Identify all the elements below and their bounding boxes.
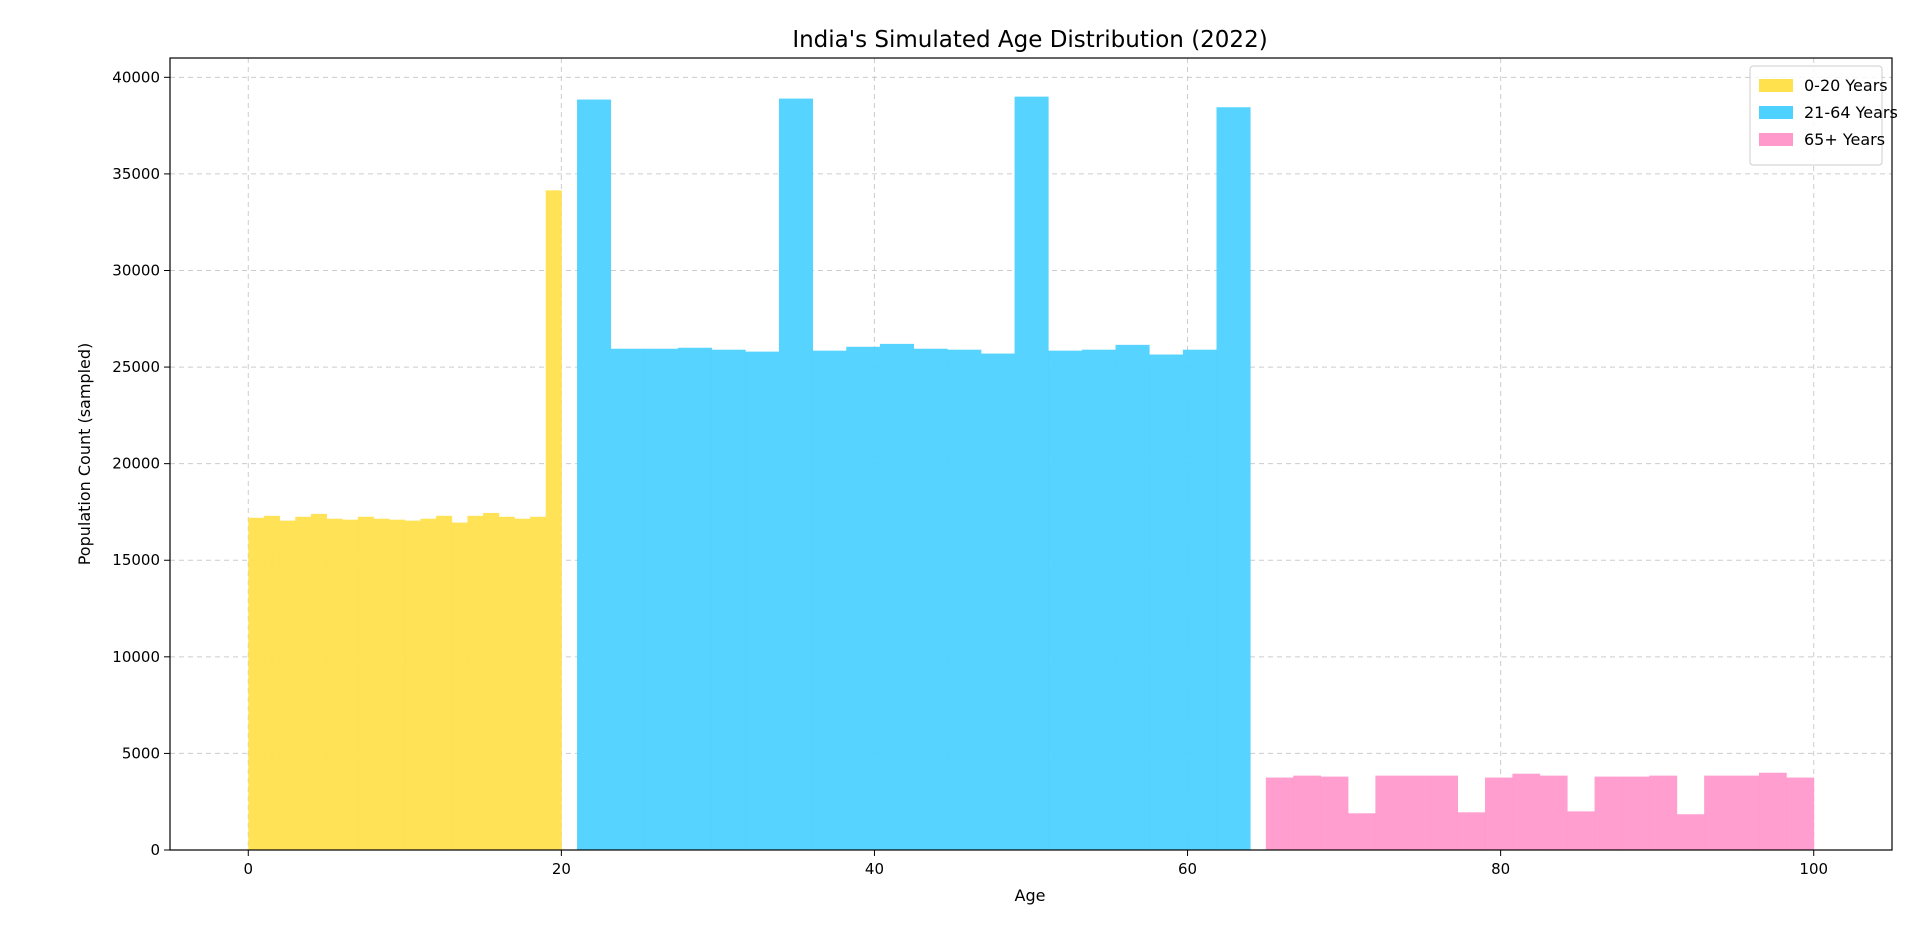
bar-series-1 [778,98,814,850]
bar-series-2 [1293,775,1322,850]
bar-series-2 [1731,775,1760,850]
bar-series-2 [1649,775,1678,850]
legend: 0-20 Years 21-64 Years 65+ Years [1749,65,1898,166]
y-tick-label: 25000 [112,358,160,376]
bar-series-2 [1402,775,1431,850]
x-tick-label: 100 [1799,860,1828,878]
bar-series-2 [1484,777,1513,850]
bar-series-0 [483,512,500,850]
bar-series-2 [1457,812,1486,850]
y-tick-label: 5000 [122,744,160,762]
legend-swatch [1759,133,1793,146]
bar-series-1 [745,351,780,850]
bar-series-0 [342,519,359,850]
y-tick-label: 0 [150,841,160,859]
bar-series-2 [1375,775,1404,850]
bar-series-2 [1348,813,1376,850]
bar-series-1 [846,346,881,850]
x-tick-label: 80 [1491,860,1510,878]
chart-title: India's Simulated Age Distribution (2022… [792,27,1267,53]
bar-series-0 [248,517,265,850]
x-tick-label: 60 [1178,860,1197,878]
legend-label: 21-64 Years [1804,103,1898,122]
x-tick-label: 40 [865,860,884,878]
y-tick-label: 40000 [112,68,160,86]
bar-series-0 [295,516,312,850]
bar-series-0 [530,516,547,850]
bar-series-1 [1081,349,1116,850]
x-axis-ticks: 0 20 40 60 80 100 [243,850,1828,878]
legend-label: 0-20 Years [1804,76,1888,95]
bar-series-1 [879,343,914,850]
bar-series-2 [1704,775,1732,850]
y-tick-label: 30000 [112,261,160,279]
y-tick-label: 15000 [112,551,160,569]
legend-swatch [1759,106,1793,119]
bar-series-0 [545,190,562,850]
x-tick-label: 0 [243,860,253,878]
bar-series-2 [1621,776,1650,850]
bar-series-0 [279,520,296,850]
x-axis-label: Age [1015,886,1046,905]
plot-frame [169,57,1893,851]
bar-series-1 [644,348,679,850]
bar-series-2 [1567,811,1595,850]
bar-series-2 [1594,776,1623,850]
bar-series-0 [514,518,531,850]
legend-label: 65+ Years [1804,130,1885,149]
bar-series-0 [326,518,343,850]
bar-series-0 [420,518,437,850]
bar-series-0 [373,518,390,850]
bar-series-1 [677,347,713,850]
x-tick-label: 20 [552,860,571,878]
histogram-bars [248,96,1815,850]
bar-series-2 [1786,777,1815,850]
y-tick-label: 20000 [112,455,160,473]
bar-series-1 [1115,344,1150,850]
bar-series-1 [1014,96,1049,850]
bar-series-0 [310,513,327,850]
bar-series-0 [451,522,468,850]
bar-series-2 [1758,772,1787,850]
bar-series-0 [389,519,406,850]
bar-series-1 [711,349,746,850]
bar-series-1 [1216,107,1251,850]
bar-series-0 [357,516,374,850]
bar-series-1 [577,99,612,850]
bar-series-0 [467,515,484,850]
bar-series-0 [404,520,421,850]
bar-series-2 [1676,814,1705,850]
bar-series-1 [1149,354,1184,850]
bar-series-1 [947,349,982,850]
y-tick-label: 35000 [112,165,160,183]
bar-series-0 [436,515,453,850]
bar-series-1 [610,348,645,850]
bar-series-2 [1320,776,1349,850]
y-axis-label: Population Count (sampled) [75,343,94,566]
bar-series-2 [1539,775,1568,850]
legend-swatch [1759,79,1793,92]
bar-series-1 [1048,350,1083,850]
bar-series-0 [263,515,280,850]
bar-series-0 [498,516,515,850]
bar-series-2 [1265,777,1294,850]
bar-series-1 [1182,349,1217,850]
bar-series-1 [812,350,847,850]
y-tick-label: 10000 [112,648,160,666]
bar-series-1 [913,348,948,850]
bar-series-2 [1512,773,1541,850]
bar-series-2 [1430,775,1458,850]
bar-series-1 [980,353,1015,850]
y-axis-ticks: 0 5000 10000 15000 20000 25000 30000 35000 40000 [112,68,170,859]
